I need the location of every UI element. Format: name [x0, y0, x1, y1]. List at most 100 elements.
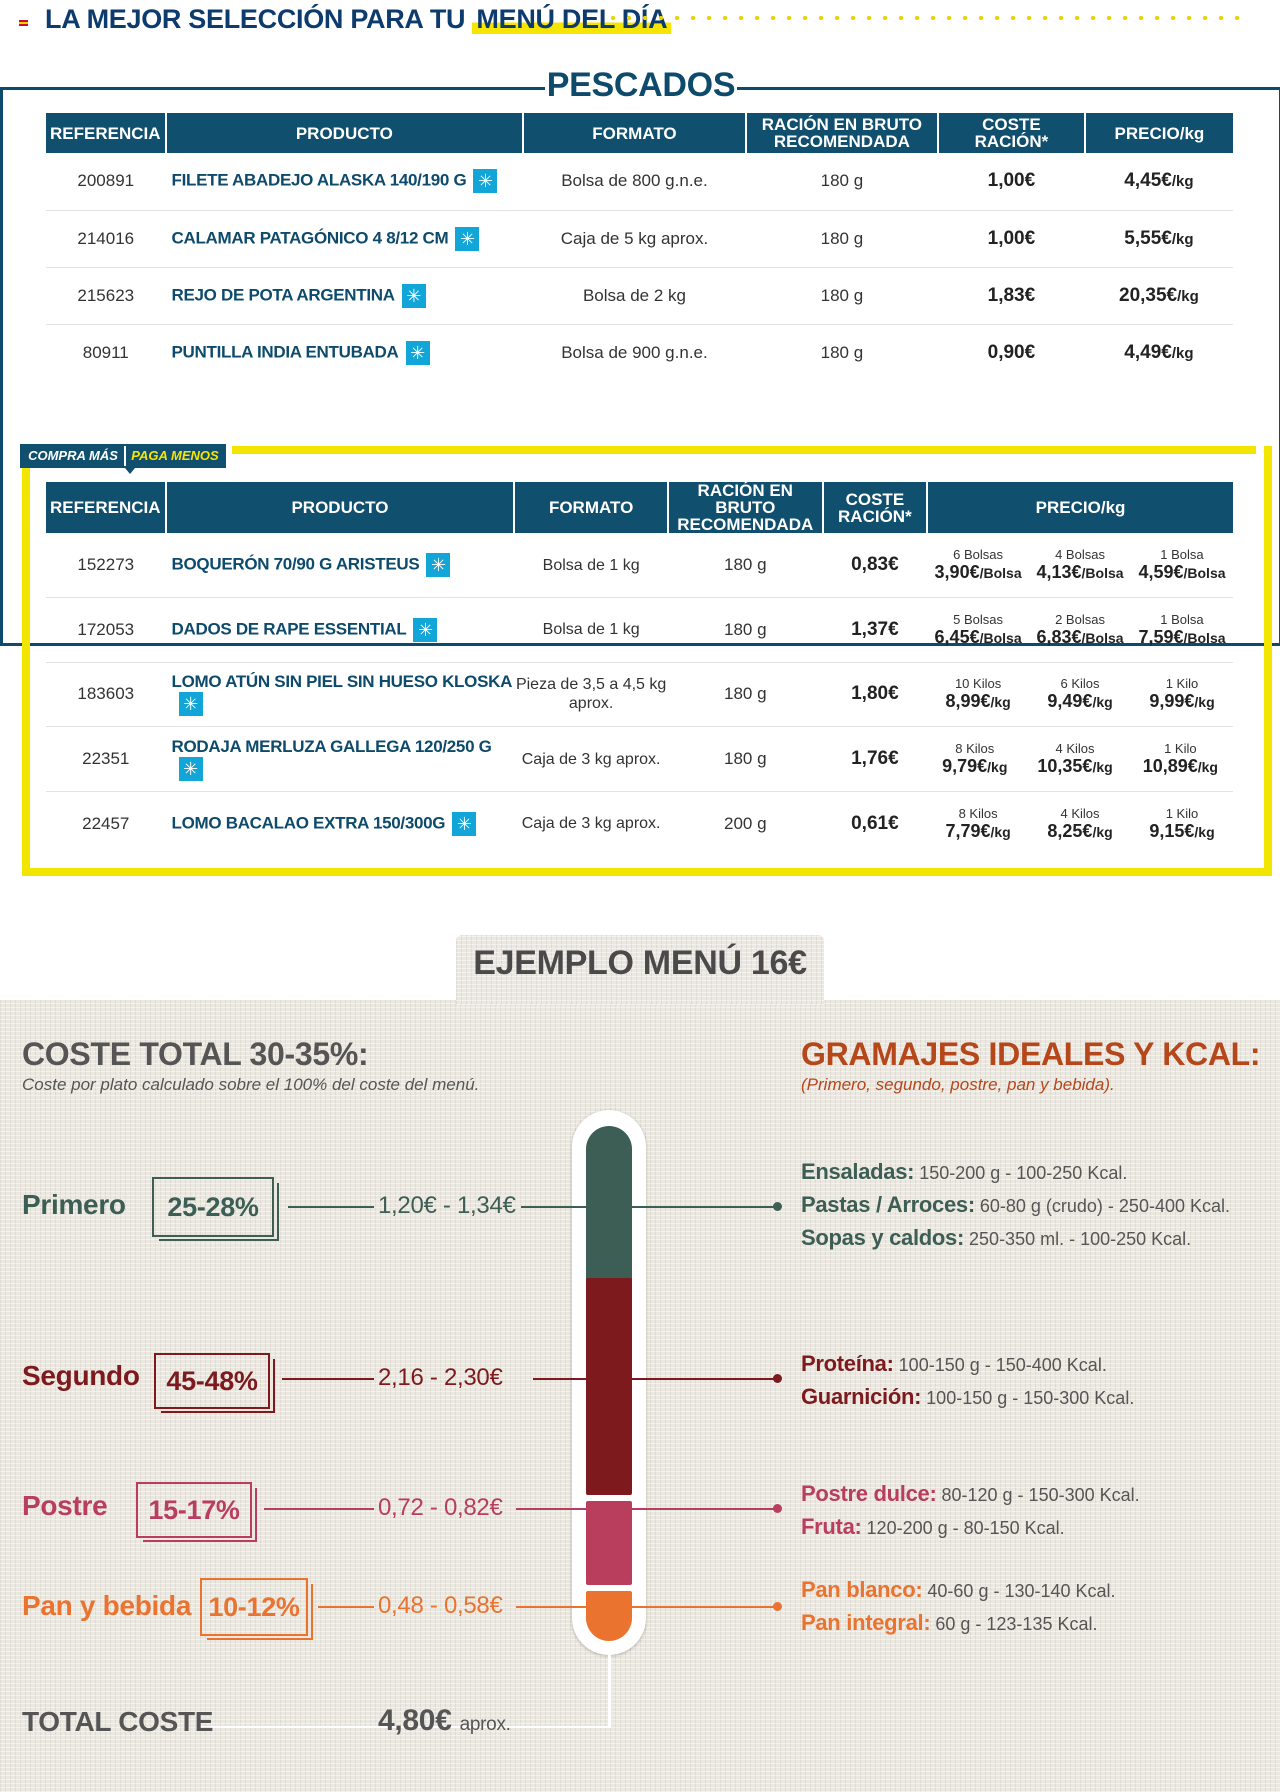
ref-cell: 152273 [46, 533, 166, 599]
detail-key: Guarnición: [801, 1384, 922, 1409]
cost-cell: 1,76€ [822, 726, 928, 792]
frozen-icon: ✳ [455, 226, 480, 251]
frozen-icon: ✳ [178, 757, 203, 782]
tier-quantity: 6 Kilos [1060, 676, 1100, 692]
product-cell: CALAMAR PATAGÓNICO 4 8/12 CM ✳ [165, 210, 524, 268]
bar-segment-pan-bebida [586, 1591, 632, 1641]
frozen-icon: ✳ [178, 692, 203, 717]
frozen-icon: ✳ [405, 340, 430, 365]
tier-price-cell: 5 Bolsas 6,45€/Bolsa 2 Bolsas 6,83€/Bolsa 1 … [927, 597, 1233, 663]
ref-cell: 22351 [46, 726, 166, 792]
connector-line [516, 1508, 777, 1510]
ration-cell: 180 g [745, 267, 938, 325]
product-cell: RODAJA MERLUZA GALLEGA 120/250 G✳ [165, 726, 515, 792]
ref-cell: 200891 [46, 153, 166, 211]
column-header: RACIÓN EN BRUTO RECOMENDADA [667, 482, 824, 533]
format-cell: Bolsa de 2 kg [523, 267, 746, 325]
table-header-row: REFERENCIA PRODUCTO FORMATO RACIÓN EN BR… [46, 482, 1233, 533]
frozen-icon: ✳ [426, 553, 451, 578]
detail-line: Fruta: 120-200 g - 80-150 Kcal. [801, 1511, 1140, 1544]
menu-title-tab [456, 935, 824, 1005]
section-title: PESCADOS [546, 66, 736, 104]
tier-price-unit: /Bolsa [979, 565, 1022, 582]
detail-key: Postre dulce: [801, 1481, 937, 1506]
column-header: PRODUCTO [165, 113, 525, 153]
column-header: RACIÓN EN BRUTO RECOMENDADA [745, 113, 939, 153]
connector-line [533, 1378, 777, 1380]
tier-quantity: 8 Kilos [955, 741, 995, 757]
table-row: 80911 PUNTILLA INDIA ENTUBADA ✳ Bolsa de 90… [46, 324, 1233, 381]
tier-price-unit: /Bolsa [1081, 565, 1124, 582]
range-segundo: 2,16 - 2,30€ [378, 1364, 503, 1391]
tier-list: 10 Kilos 8,99€/kg 6 Kilos 9,49€/kg 1 Kilo 9,9… [927, 676, 1233, 712]
product-cell: REJO DE POTA ARGENTINA ✳ [165, 267, 524, 325]
column-header: PRODUCTO [165, 482, 516, 533]
total-suffix: aprox. [459, 1714, 511, 1735]
tier-item: 1 Kilo 10,89€/kg [1143, 741, 1218, 777]
tier-price-value: 9,99€ [1149, 691, 1195, 712]
tier-price-cell: 10 Kilos 8,99€/kg 6 Kilos 9,49€/kg 1 Kilo 9,9… [927, 662, 1233, 728]
table-row: 200891 FILETE ABADEJO ALASKA 140/190 G ✳ Bo… [46, 153, 1233, 211]
tier-price-cell: 8 Kilos 7,79€/kg 4 Kilos 8,25€/kg 1 Kilo 9,15… [927, 791, 1233, 856]
frozen-icon: ✳ [473, 169, 498, 194]
ration-cell: 200 g [723, 813, 767, 833]
column-header: FORMATO [523, 113, 747, 153]
tier-price-unit: /Bolsa [1081, 629, 1124, 646]
column-header: COSTE RACIÓN* [822, 482, 929, 533]
tier-price-value: 7,59€ [1138, 626, 1184, 647]
detail-key: Ensaladas: [801, 1159, 915, 1184]
gramajes-heading: GRAMAJES IDEALES Y KCAL: [801, 1036, 1261, 1072]
connector-dot [773, 1374, 782, 1383]
tier-price-unit: /Bolsa [1183, 629, 1226, 646]
price-unit: /kg [1177, 287, 1199, 305]
price-unit: /kg [1171, 344, 1194, 362]
tier-price-value: 9,15€ [1149, 820, 1195, 841]
tier-price-unit: /kg [1092, 823, 1113, 840]
detail-key: Pan integral: [801, 1610, 931, 1635]
column-header: REFERENCIA [46, 482, 167, 533]
cost-cell: 1,00€ [937, 210, 1085, 268]
detail-line: Guarnición: 100-150 g - 150-300 Kcal. [801, 1381, 1134, 1414]
format-cell: Bolsa de 800 g.n.e. [523, 153, 746, 211]
detail-line: Postre dulce: 80-120 g - 150-300 Kcal. [801, 1478, 1140, 1511]
tier-price-cell: 6 Bolsas 3,90€/Bolsa 4 Bolsas 4,13€/Bolsa 1 … [927, 533, 1233, 599]
table-row: 22457 LOMO BACALAO EXTRA 150/300G ✳ Caja de… [46, 791, 1233, 856]
tier-price: 7,79€/kg [945, 821, 1010, 842]
title-text: LA MEJOR SELECCIÓN PARA TU [45, 4, 473, 34]
column-header: COSTE RACIÓN* [937, 113, 1086, 153]
tier-price-unit: /Bolsa [1183, 565, 1226, 582]
price-value: 4,45€ [1124, 170, 1172, 192]
connector-line [264, 1508, 374, 1510]
tier-price-cell: 8 Kilos 9,79€/kg 4 Kilos 10,35€/kg 1 Kilo 10,… [927, 726, 1233, 792]
detail-line: Sopas y caldos: 250-350 ml. - 100-250 Kc… [801, 1222, 1230, 1255]
connector-line [318, 1606, 374, 1608]
tier-price-value: 7,79€ [945, 820, 991, 841]
ration-cell: 180 g [667, 597, 823, 663]
promo-frame [22, 446, 1272, 876]
frame-border [737, 87, 1279, 90]
price-cell: 4,49€/kg [1085, 324, 1233, 381]
connector-line [282, 1378, 374, 1380]
ref-cell: 183603 [46, 662, 166, 728]
tier-price: 4,59€/Bolsa [1138, 562, 1225, 583]
detail-value: 40-60 g - 130-140 Kcal. [927, 1581, 1116, 1601]
tier-price-unit: /kg [1092, 694, 1113, 711]
tier-price-unit: /kg [1197, 759, 1218, 776]
detail-value: 60 g - 123-135 Kcal. [935, 1614, 1098, 1634]
detail-line: Pastas / Arroces: 60-80 g (crudo) - 250-… [801, 1189, 1230, 1222]
column-header: REFERENCIA [46, 113, 167, 153]
total-label: TOTAL COSTE [22, 1706, 214, 1737]
tier-quantity: 6 Bolsas [953, 547, 1004, 563]
detail-line: Pan integral: 60 g - 123-135 Kcal. [801, 1607, 1116, 1640]
pct-box-pan-bebida: 10-12% [200, 1578, 308, 1636]
tier-price: 4,13€/Bolsa [1037, 562, 1124, 583]
gramajes-subtitle: (Primero, segundo, postre, pan y bebida)… [801, 1075, 1115, 1094]
tier-price-unit: /kg [987, 759, 1008, 776]
tier-price-unit: /kg [1092, 759, 1113, 776]
promo-badge-buy-more: COMPRA MÁS [28, 448, 118, 463]
product-name: DADOS DE RAPE ESSENTIAL [171, 619, 407, 639]
pct-box-primero: 25-28% [152, 1177, 274, 1237]
tier-price-unit: /Bolsa [979, 629, 1022, 646]
cost-subtitle: Coste por plato calculado sobre el 100% … [22, 1075, 480, 1094]
ration-cell: 180 g [745, 210, 938, 268]
